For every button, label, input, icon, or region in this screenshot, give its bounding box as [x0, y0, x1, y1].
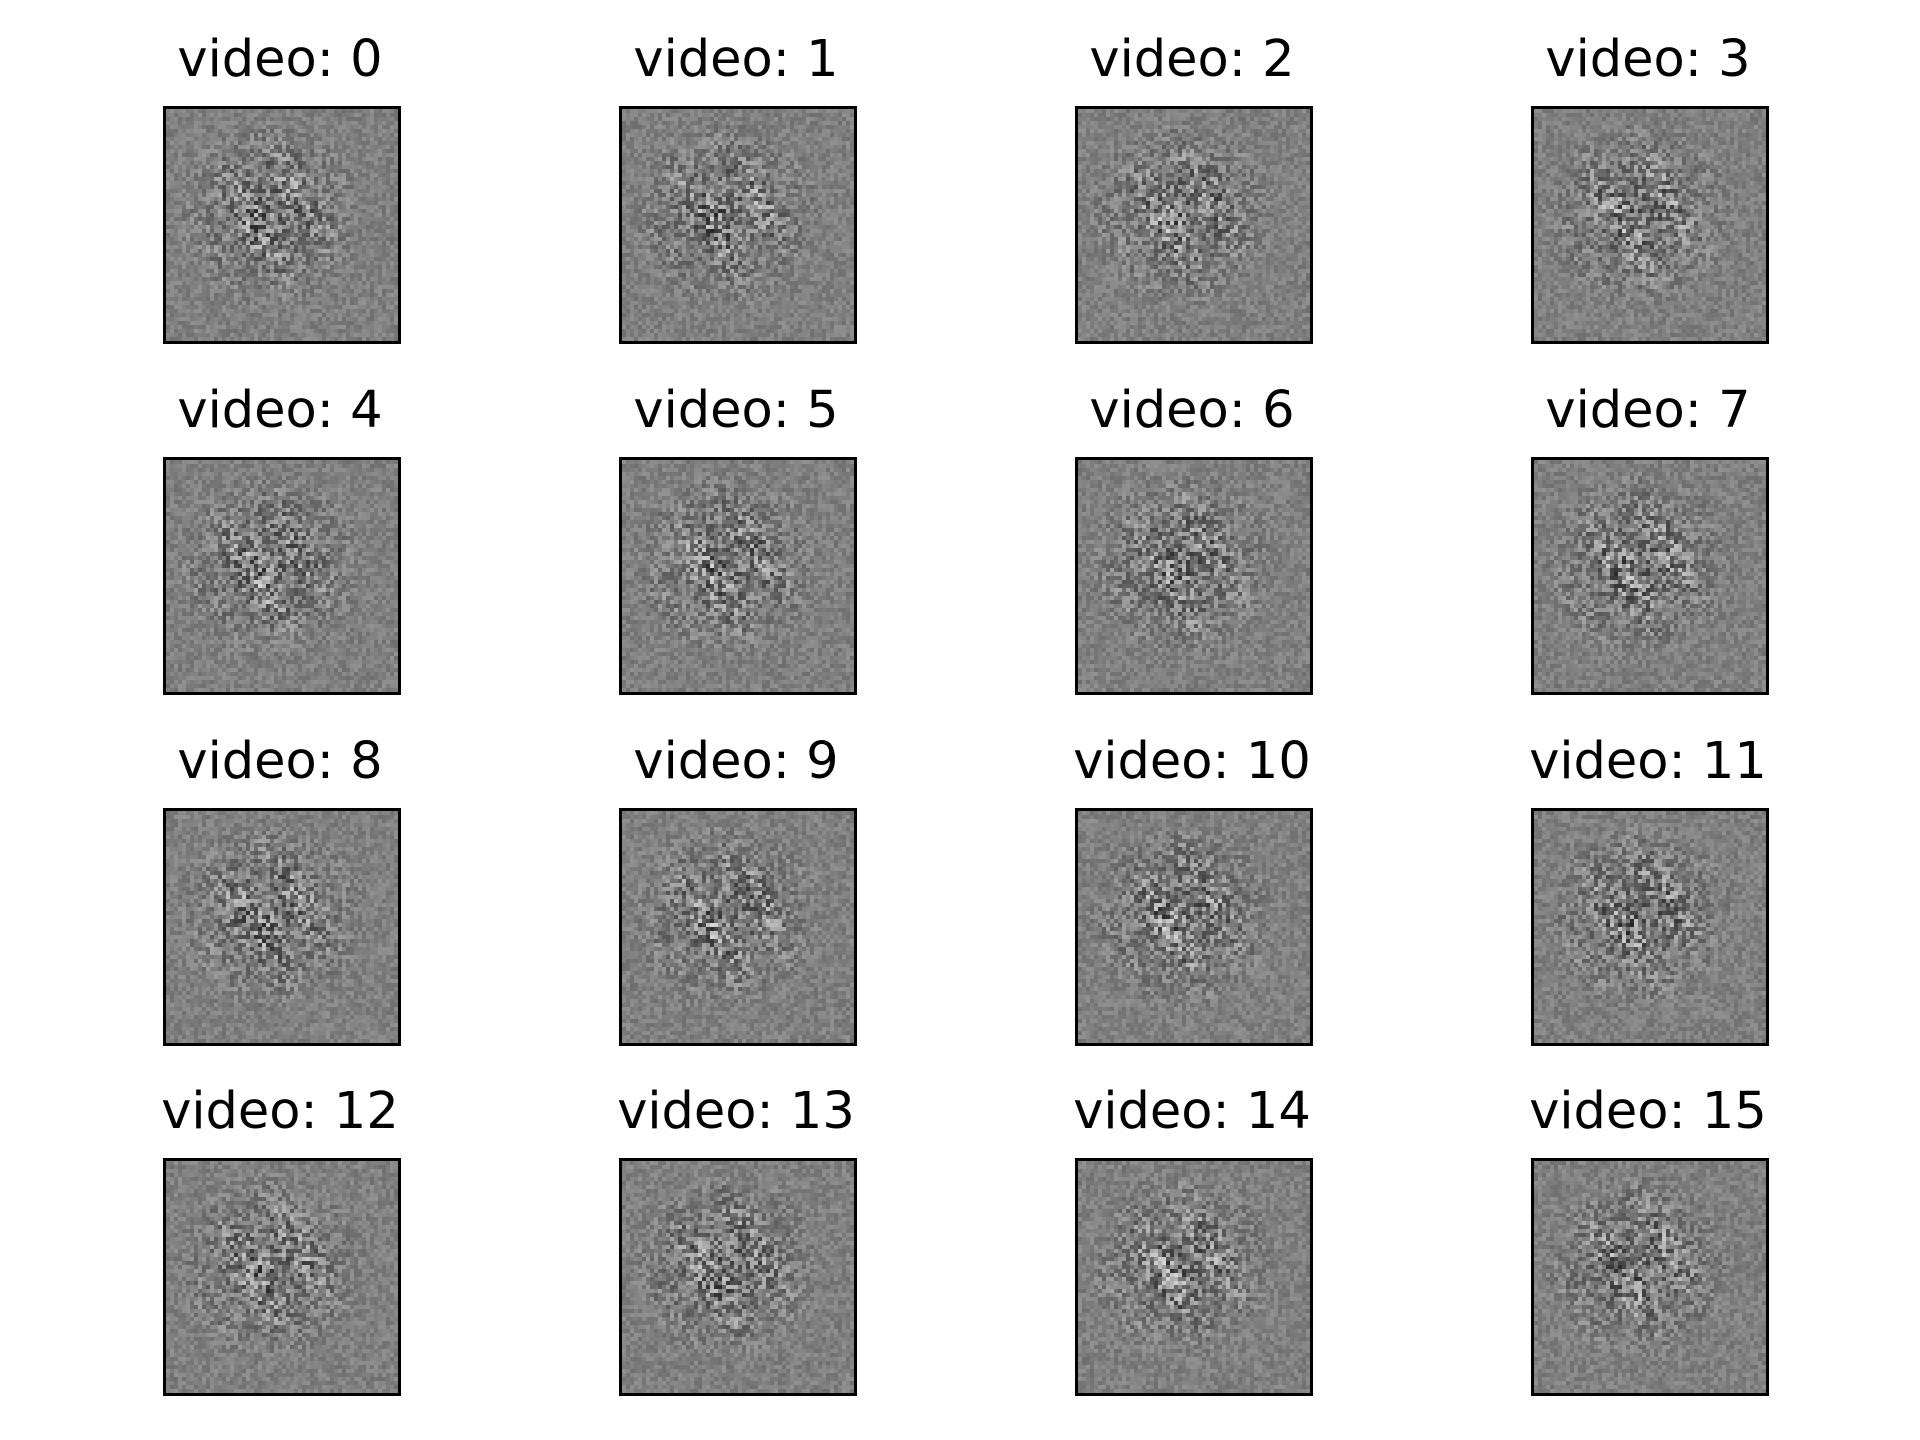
noise-texture [166, 811, 398, 1043]
noise-texture [1078, 1161, 1310, 1393]
video-panel-title: video: 9 [596, 732, 876, 792]
video-panel-title: video: 8 [140, 732, 420, 792]
noise-texture [166, 1161, 398, 1393]
video-panel-title: video: 10 [1052, 732, 1332, 792]
video-panel-title: video: 11 [1508, 732, 1788, 792]
video-frame-image [619, 106, 857, 344]
video-panel-title: video: 6 [1052, 381, 1332, 441]
video-frame-image [619, 808, 857, 1046]
noise-texture [622, 811, 854, 1043]
noise-texture [1078, 109, 1310, 341]
noise-texture [1078, 811, 1310, 1043]
video-panel-title: video: 12 [140, 1082, 420, 1142]
video-frame-image [1075, 457, 1313, 695]
noise-texture [1078, 460, 1310, 692]
video-panel-title: video: 15 [1508, 1082, 1788, 1142]
video-frame-image [1075, 808, 1313, 1046]
video-frame-image [1531, 106, 1769, 344]
noise-texture [166, 460, 398, 692]
video-frame-image [163, 808, 401, 1046]
noise-texture [1534, 109, 1766, 341]
video-frame-image [1531, 457, 1769, 695]
video-panel-title: video: 0 [140, 30, 420, 90]
video-frame-image [619, 457, 857, 695]
noise-texture [622, 1161, 854, 1393]
video-frame-image [1075, 106, 1313, 344]
video-panel-title: video: 1 [596, 30, 876, 90]
video-frame-image [1531, 1158, 1769, 1396]
video-panel-title: video: 3 [1508, 30, 1788, 90]
video-panel-title: video: 14 [1052, 1082, 1332, 1142]
noise-texture [622, 109, 854, 341]
video-frame-image [163, 457, 401, 695]
video-panel-title: video: 13 [596, 1082, 876, 1142]
noise-texture [622, 460, 854, 692]
video-frame-image [1075, 1158, 1313, 1396]
video-panel-title: video: 4 [140, 381, 420, 441]
noise-texture [1534, 811, 1766, 1043]
video-frame-image [163, 1158, 401, 1396]
video-panel-title: video: 7 [1508, 381, 1788, 441]
noise-texture [1534, 1161, 1766, 1393]
video-panel-title: video: 5 [596, 381, 876, 441]
video-frame-image [1531, 808, 1769, 1046]
video-frame-image [619, 1158, 857, 1396]
video-frame-image [163, 106, 401, 344]
noise-texture [1534, 460, 1766, 692]
noise-texture [166, 109, 398, 341]
video-panel-title: video: 2 [1052, 30, 1332, 90]
